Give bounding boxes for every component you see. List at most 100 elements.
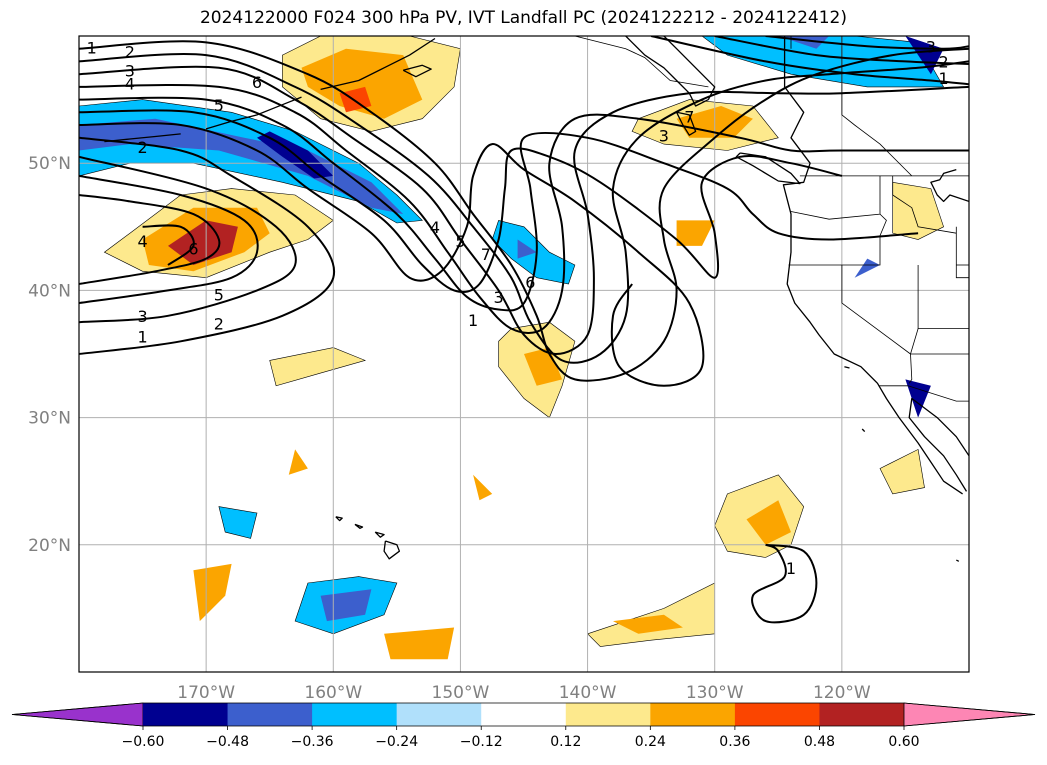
coast-hawaii-maui <box>374 531 385 538</box>
colorbar-label-3: −0.24 <box>375 734 418 750</box>
border-state-nv-ut <box>917 265 969 329</box>
contour-label-1-c: 1 <box>468 311 478 330</box>
shade-small-neg-outline <box>218 506 258 539</box>
contour-label-4-c: 4 <box>430 218 440 237</box>
shade-baja-pos <box>879 448 925 495</box>
shade-gulf-alaska-top-neg-band-2 <box>905 36 944 75</box>
contour-label-7-bc: 7 <box>684 107 694 126</box>
shade-southwest-small-pos-band-2 <box>384 627 455 660</box>
contour-west-2 <box>79 155 297 324</box>
coast-haida-gwaii <box>676 111 697 136</box>
contour-label-6-c: 6 <box>525 273 535 292</box>
contour-west-3 <box>79 174 259 305</box>
coast-kodiak <box>402 64 432 78</box>
border-state-wa-or <box>790 175 881 220</box>
contour-west-6 <box>142 224 195 266</box>
contour-label-3-nw: 3 <box>125 62 135 81</box>
contour-label-3-ne: 3 <box>926 37 936 56</box>
coast-north-america <box>930 168 969 203</box>
shade-southwest-small-pos-outline <box>269 347 367 387</box>
shade-small-neg-band-1 <box>854 258 880 278</box>
shade-southeast-pos-band-1 <box>746 500 791 545</box>
map-frame <box>78 35 970 673</box>
border-state-az <box>909 328 969 355</box>
colorbar-extend-high <box>903 702 1036 727</box>
contour-ne-1 <box>650 36 969 86</box>
lon-label-170: 170°W <box>177 683 235 703</box>
coast-hawaii-oahu <box>354 523 364 529</box>
colorbar-label-1: −0.48 <box>206 734 249 750</box>
coast-aleutian-1 <box>205 96 302 130</box>
colorbar-segment-5 <box>565 703 651 726</box>
colorbar-label-7: 0.36 <box>719 734 750 750</box>
coast-guadalupe <box>861 428 866 433</box>
lon-label-120: 120°W <box>813 683 871 703</box>
lat-label-20: 20°N <box>28 536 71 556</box>
lat-label-50: 50°N <box>28 154 71 174</box>
colorbar: −0.60 −0.48 −0.36 −0.24 −0.12 0.12 0.24 0.36 0.4… <box>11 702 1036 750</box>
lat-label-40: 40°N <box>28 281 71 301</box>
shade-gulf-alaska-top-neg-outline <box>701 36 945 88</box>
lon-label-130: 130°W <box>686 683 744 703</box>
lon-label-140: 140°W <box>559 683 617 703</box>
map-title: 2024122000 F024 300 hPa PV, IVT Landfall… <box>199 8 847 28</box>
shade-southwest-small-pos-band-3 <box>288 449 308 475</box>
contour-label-1-sw: 1 <box>137 327 147 346</box>
coast-aleutian-2 <box>104 133 181 143</box>
shade-nw-us-pos <box>892 181 944 240</box>
shade-south-central-pos <box>587 582 715 647</box>
shade-southwest-small-pos-band-4 <box>473 474 493 501</box>
colorbar-segment-2 <box>312 703 398 726</box>
contour-jet-4 <box>79 83 969 334</box>
border-bc-alberta <box>841 36 913 177</box>
shade-southwest-neg-outline <box>294 576 398 635</box>
lat-label-30: 30°N <box>28 409 71 429</box>
border-state-id-mt <box>892 175 957 234</box>
colorbar-label-5: 0.12 <box>550 734 581 750</box>
colorbar-extend-low <box>11 702 144 727</box>
contour-east-loop <box>751 543 818 624</box>
contour-jet-1 <box>79 40 969 382</box>
contour-label-6-n: 6 <box>252 73 262 92</box>
contour-jet-6 <box>79 109 843 294</box>
border-state-ca-nv <box>841 265 913 384</box>
contour-label-4-w: 4 <box>137 232 147 251</box>
colorbar-label-6: 0.24 <box>635 734 666 750</box>
coast-socorro <box>956 559 960 562</box>
lon-label-150: 150°W <box>432 683 490 703</box>
shade-baja-pos-outline <box>879 448 925 495</box>
colorbar-segment-8 <box>819 703 905 726</box>
contour-label-1-se: 1 <box>786 559 796 578</box>
coast-baja-east <box>908 397 969 492</box>
coast-alaska <box>625 36 716 107</box>
contour-label-5-c: 5 <box>455 232 465 251</box>
colorbar-segment-6 <box>650 703 736 726</box>
lon-label-160: 160°W <box>304 683 362 703</box>
shade-subtropical-pos-band-1 <box>524 347 563 386</box>
contour-label-6-w: 6 <box>188 240 198 259</box>
border-alaska-bc <box>574 36 709 88</box>
coast-channel-islands <box>844 366 850 369</box>
contour-label-5-sw: 5 <box>214 285 224 304</box>
colorbar-segment-1 <box>227 703 313 726</box>
contour-west-5 <box>79 194 221 285</box>
contour-label-7-c: 7 <box>481 245 491 264</box>
shade-gulf-alaska-pos <box>282 36 461 132</box>
colorbar-segment-0 <box>143 703 229 726</box>
contour-jet-2 <box>79 53 969 364</box>
contour-label-1-ne: 1 <box>938 69 948 88</box>
shade-southeast-pos <box>714 474 805 558</box>
graticule <box>79 36 969 672</box>
contour-west-1 <box>79 136 336 355</box>
shade-south-central-pos-band-1 <box>613 614 683 634</box>
contour-jet-3 <box>79 65 969 356</box>
shade-small-neg-band-2 <box>905 379 931 418</box>
contour-label-5-n: 5 <box>214 96 224 115</box>
contour-label-4-nw: 4 <box>125 74 135 93</box>
contour-ne-2 <box>714 36 969 65</box>
shade-subtropical-pos <box>498 321 576 419</box>
coast-hawaii-kauai <box>335 516 343 522</box>
contour-label-3-bc: 3 <box>659 126 669 145</box>
